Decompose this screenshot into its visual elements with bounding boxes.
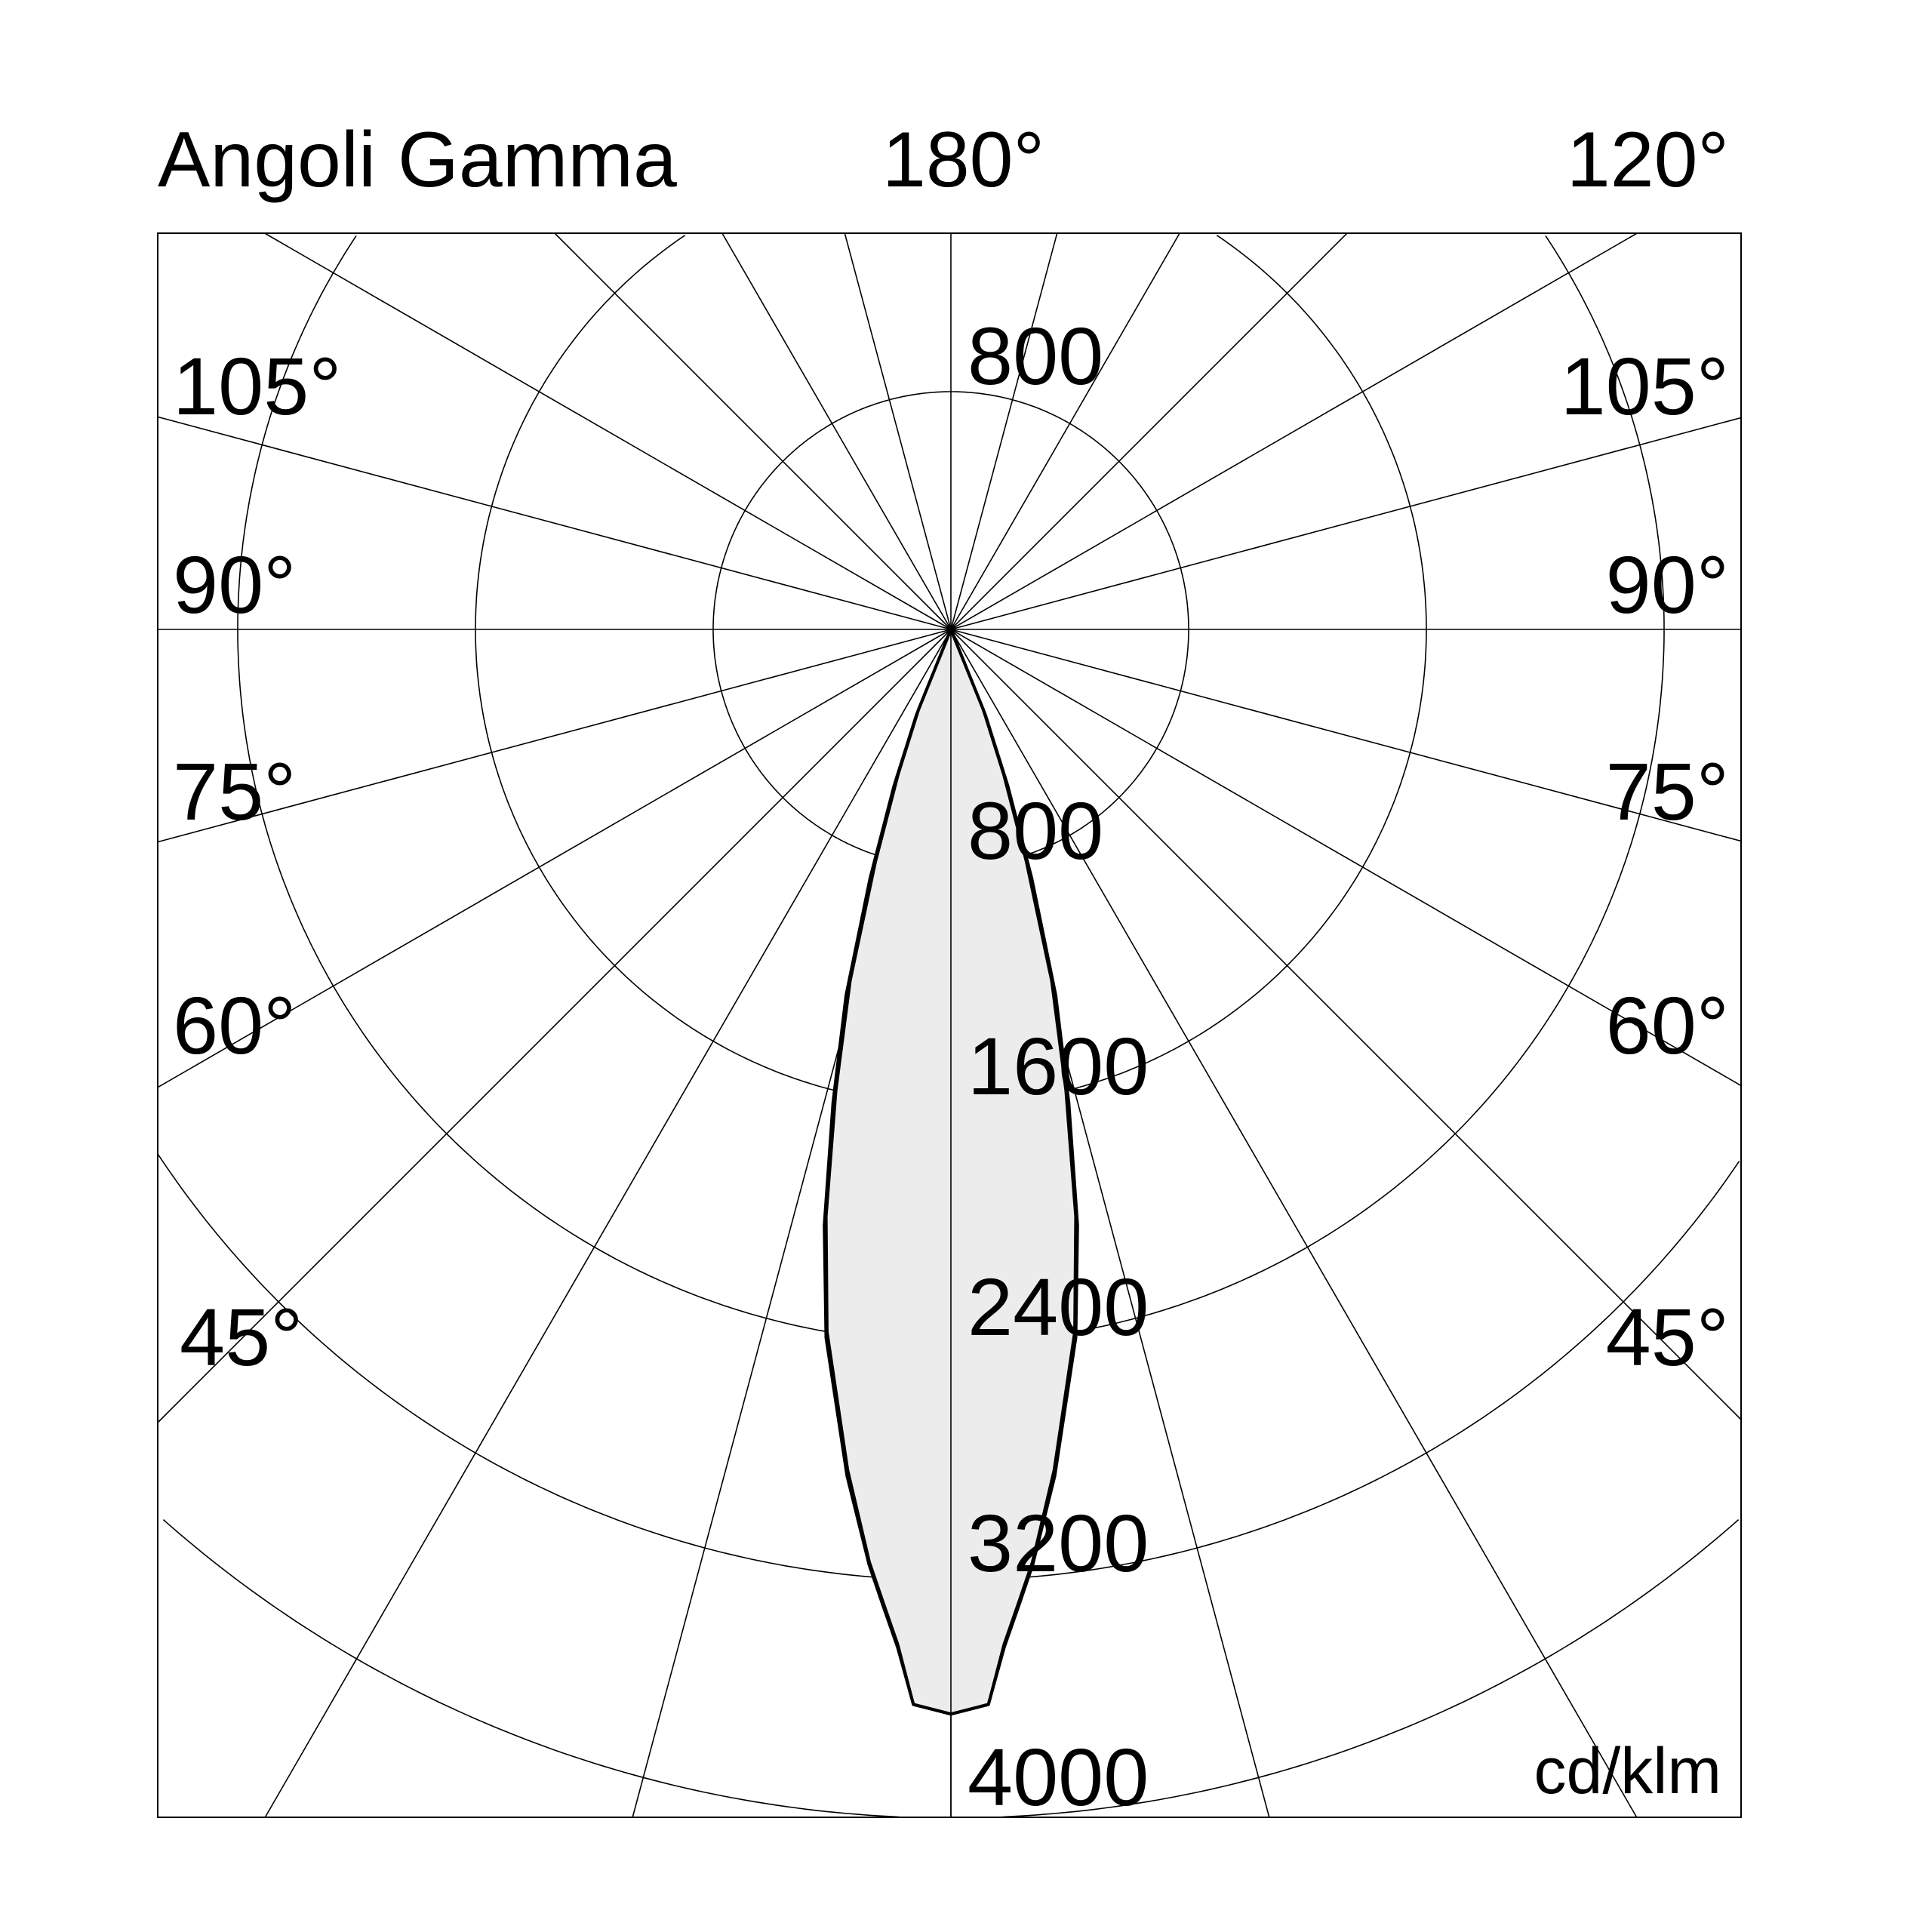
grid-spoke-195: [844, 232, 952, 630]
radial-label-1600: 1600: [968, 1020, 1149, 1112]
radial-label-800-top: 800: [968, 310, 1103, 401]
unit-label: cd/klm: [1534, 1735, 1721, 1807]
angle-label-right-60: 60°: [1606, 980, 1729, 1071]
polar-grid: [157, 232, 1742, 1818]
angle-label-left-90: 90°: [173, 539, 296, 630]
angle-label-left-75: 75°: [173, 746, 296, 837]
angle-label-right-105: 105°: [1561, 340, 1729, 432]
grid-spoke-300: [157, 629, 952, 1088]
grid-spoke-315: [157, 629, 952, 1423]
grid-spoke-105: [950, 417, 1742, 630]
angle-label-right-75: 75°: [1606, 746, 1729, 837]
angle-label-left-105: 105°: [173, 340, 341, 432]
grid-spoke-75: [950, 629, 1742, 842]
grid-spoke-135: [950, 232, 1348, 630]
radial-label-800: 800: [968, 785, 1103, 876]
angle-label-left-45: 45°: [180, 1291, 303, 1383]
grid-spoke-45: [950, 629, 1742, 1420]
radial-label-4000: 4000: [968, 1731, 1149, 1823]
grid-spoke-120: [950, 232, 1638, 630]
angle-label-right-90: 90°: [1606, 539, 1729, 630]
grid-spoke-150: [950, 232, 1180, 630]
grid-ring-4000: [162, 1519, 1740, 1818]
grid-spoke-60: [950, 629, 1742, 1087]
angle-label-left-60: 60°: [173, 980, 296, 1071]
grid-spoke-225: [554, 232, 952, 630]
radial-label-3200: 3200: [968, 1497, 1149, 1589]
plot-frame: [157, 232, 1742, 1818]
grid-spoke-255: [157, 416, 952, 630]
chart-title: Angoli Gamma: [158, 116, 677, 204]
intensity-curves: [823, 628, 1079, 1817]
grid-spoke-165: [950, 232, 1058, 630]
top-label-120: 120°: [1567, 116, 1729, 204]
angle-label-right-45: 45°: [1606, 1291, 1729, 1383]
grid-spoke-240: [264, 232, 952, 630]
grid-spoke-330: [264, 629, 952, 1818]
grid-spoke-210: [721, 232, 952, 630]
grid-spoke-30: [950, 629, 1638, 1818]
radial-label-2400: 2400: [968, 1261, 1149, 1352]
grid-spoke-285: [157, 629, 952, 843]
top-label-180: 180°: [882, 116, 1044, 204]
